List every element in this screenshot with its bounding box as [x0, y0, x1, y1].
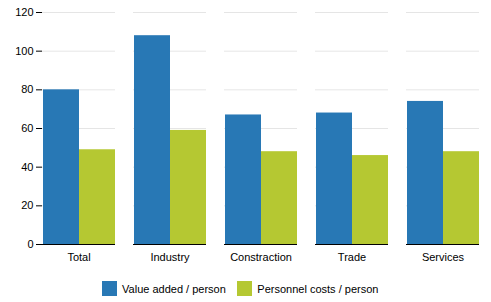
- svg-text:40: 40: [21, 161, 33, 173]
- svg-text:Trade: Trade: [338, 251, 366, 263]
- svg-text:120: 120: [15, 6, 33, 18]
- html-text:Value added / person: Value added / person: [122, 282, 226, 295]
- html-text:Personnel costs / person: Personnel costs / person: [257, 282, 379, 295]
- svg-text:20: 20: [21, 199, 33, 211]
- svg-text:60: 60: [21, 122, 33, 134]
- svg-text:Total: Total: [67, 251, 90, 263]
- svg-text:0: 0: [27, 238, 33, 250]
- svg-text:80: 80: [21, 83, 33, 95]
- svg-text:Industry: Industry: [150, 251, 190, 263]
- svg-text:Constraction: Constraction: [230, 251, 292, 263]
- svg-text:100: 100: [15, 45, 33, 57]
- svg-text:Services: Services: [422, 251, 465, 263]
